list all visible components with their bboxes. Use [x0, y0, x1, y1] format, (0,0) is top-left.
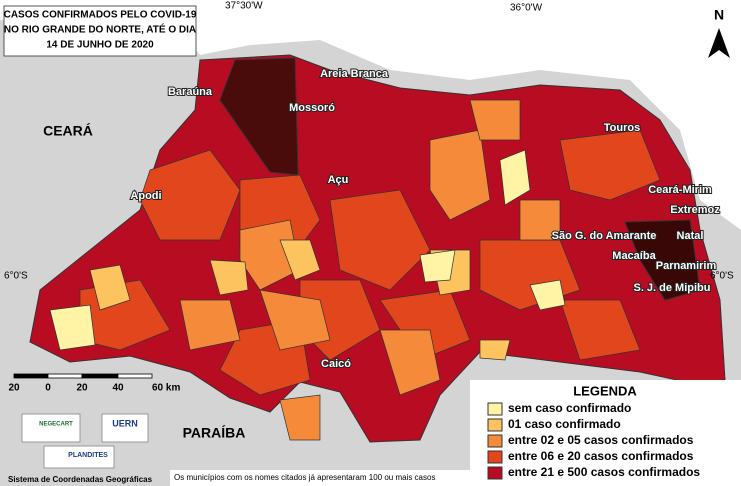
scale-bar: 20 0 20 40 60 km [8, 373, 180, 394]
municipality [209, 259, 249, 296]
note: Os municípios com os nomes citados já ap… [174, 473, 435, 482]
scale-segment [47, 373, 83, 379]
city-label: Touros [604, 122, 640, 134]
legend-label: entre 02 e 05 casos confirmados [508, 433, 694, 447]
municipality [379, 329, 441, 396]
city-label: S. J. de Mipibu [633, 282, 710, 294]
legend-label: sem caso confirmado [508, 401, 631, 415]
neighbor-label: PARAÍBA [183, 425, 246, 441]
city-label: Baraúna [168, 86, 213, 98]
city-label: Mossoró [289, 102, 335, 114]
municipality [239, 219, 301, 291]
logo [21, 413, 81, 443]
municipality [279, 394, 321, 441]
municipality [179, 299, 241, 351]
municipality [329, 189, 431, 291]
municipality-highlight [624, 219, 701, 301]
city-label: Açu [328, 174, 349, 186]
municipality [469, 99, 521, 141]
sea [0, 0, 741, 230]
municipalities [29, 54, 726, 443]
footer: Sistema de Coordenadas Geográficas [8, 475, 153, 484]
city-label: São G. do Amarante [552, 230, 657, 242]
city-label: Caicó [321, 358, 351, 370]
scale-label: 0 [45, 383, 51, 394]
neighbor-label: CEARÁ [43, 123, 93, 139]
logo [43, 445, 115, 469]
logo-text: NEGECART [39, 422, 73, 428]
scale-label: 40 [112, 383, 124, 394]
municipality [499, 149, 531, 206]
logo-text: UERN [112, 418, 138, 428]
municipality [279, 239, 321, 281]
municipality [559, 299, 641, 361]
scale-label: 60 km [152, 383, 180, 394]
city-label: Parnamirim [656, 260, 717, 272]
scale-label: 20 [8, 383, 20, 394]
legend-swatch [487, 466, 503, 480]
north-arrow: N [708, 7, 730, 58]
municipality [519, 199, 561, 241]
title: 14 DE JUNHO DE 2020 [46, 40, 154, 51]
municipality [559, 129, 661, 201]
municipality-highlight [219, 57, 299, 176]
legend: sem caso confirmado 01 caso confirmado ent… [487, 401, 700, 480]
municipality [139, 149, 241, 241]
legend-label: entre 06 e 20 casos confirmados [508, 449, 694, 463]
city-label: Areia Branca [320, 68, 389, 80]
municipality [89, 264, 131, 311]
legend-swatch [487, 418, 503, 432]
scale-segment [81, 373, 119, 379]
city-label: Apodi [130, 190, 161, 202]
coordinate-label: 6°0'S [4, 271, 28, 282]
scale-segment [13, 373, 49, 379]
municipality [259, 289, 331, 351]
coordinate-label: 36°0'W [510, 3, 543, 14]
title: NO RIO GRANDE DO NORTE, ATÉ O DIA [4, 23, 196, 36]
legend-swatch [487, 434, 503, 448]
scale-segment [117, 373, 153, 379]
legend-swatch [487, 450, 503, 464]
scale-label: 20 [76, 383, 88, 394]
city-label: Natal [677, 230, 704, 242]
legend-box [470, 380, 741, 486]
municipality [479, 339, 511, 361]
city-label: Ceará-Mirim [648, 184, 712, 196]
legend-label: 01 caso confirmado [508, 417, 621, 431]
logo [101, 413, 149, 443]
title-box [3, 5, 197, 57]
note-box [170, 470, 470, 486]
logo-text: PLANDITES [68, 452, 108, 459]
municipality [529, 279, 566, 311]
municipality [419, 249, 456, 283]
north-label: N [714, 7, 724, 23]
legend-title: LEGENDA [573, 383, 637, 398]
city-label: Macaíba [612, 250, 656, 262]
legend-swatch [487, 402, 503, 416]
legend-label: entre 21 e 500 casos confirmados [508, 465, 700, 479]
municipality [49, 304, 96, 351]
title: CASOS CONFIRMADOS PELO COVID-19 [4, 10, 197, 21]
coordinate-label: 6°0'S [710, 271, 734, 282]
city-label: Extremoz [670, 204, 720, 216]
coordinate-label: 37°30'W [225, 1, 263, 12]
municipality [429, 129, 491, 221]
